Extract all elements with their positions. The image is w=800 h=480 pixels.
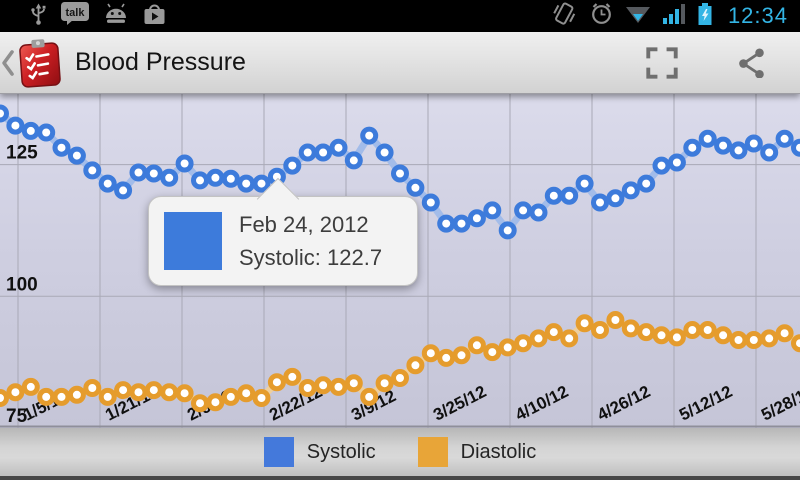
svg-text:5/12/12: 5/12/12 [676, 382, 735, 425]
talk-icon: talk [60, 1, 90, 31]
clock-time: 12:34 [727, 3, 788, 28]
svg-text:3/25/12: 3/25/12 [430, 382, 489, 425]
legend-item-diastolic: Diastolic [417, 437, 537, 467]
status-bar-system-icons: 12:34 [550, 1, 788, 32]
legend-label-diastolic: Diastolic [460, 440, 537, 463]
signal-icon [662, 3, 686, 30]
legend-swatch-systolic [263, 437, 294, 467]
svg-text:4/10/12: 4/10/12 [512, 382, 571, 425]
battery-icon [697, 2, 713, 31]
vibrate-icon [550, 1, 578, 32]
status-bar-notifications: talk [30, 1, 167, 31]
share-button[interactable] [732, 43, 772, 83]
app-icon[interactable] [17, 38, 63, 88]
svg-text:4/26/12: 4/26/12 [594, 382, 653, 425]
tooltip-date: Feb 24, 2012 [239, 212, 369, 237]
svg-text:talk: talk [66, 7, 86, 19]
back-chevron-icon[interactable] [0, 47, 15, 79]
alarm-icon [589, 1, 614, 31]
android-icon [103, 2, 129, 31]
action-bar: Blood Pressure [0, 32, 800, 94]
chart-legend: Systolic Diastolic [0, 428, 800, 480]
legend-swatch-diastolic [417, 437, 448, 467]
chart-canvas[interactable]: 1/5/121/21/122/6/122/22/123/9/123/25/124… [0, 94, 800, 428]
play-store-icon [142, 2, 167, 31]
status-bar: talk [0, 0, 800, 32]
wifi-icon [625, 3, 651, 30]
svg-text:100: 100 [6, 274, 38, 295]
data-point-tooltip: Feb 24, 2012 Systolic: 122.7 [148, 177, 418, 286]
page-title: Blood Pressure [75, 48, 246, 76]
fullscreen-button[interactable] [642, 43, 682, 83]
blood-pressure-chart[interactable]: 1/5/121/21/122/6/122/22/123/9/123/25/124… [0, 94, 800, 428]
legend-item-systolic: Systolic [263, 437, 376, 467]
svg-text:125: 125 [6, 143, 38, 164]
legend-label-systolic: Systolic [306, 440, 376, 463]
svg-text:75: 75 [6, 406, 28, 427]
tooltip-series-swatch [164, 212, 222, 270]
tooltip-value: Systolic: 122.7 [239, 245, 383, 270]
usb-icon [30, 2, 47, 31]
svg-text:5/28/12: 5/28/12 [758, 382, 800, 425]
